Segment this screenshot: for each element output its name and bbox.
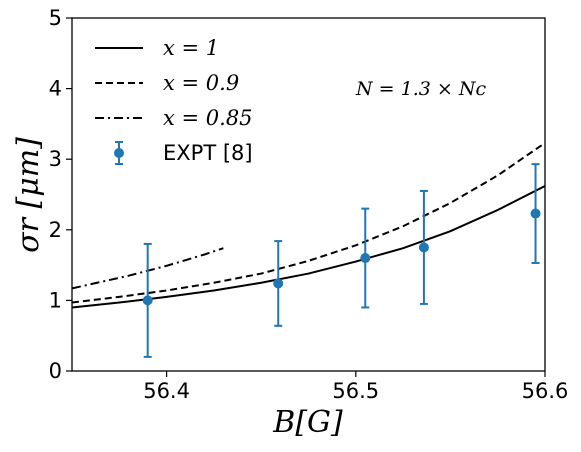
x-axis-label: B[G] xyxy=(272,405,343,440)
y-axis-label: σr [μm] xyxy=(11,137,46,253)
x-ticks: 56.4 56.5 56.6 xyxy=(143,371,568,403)
data-point xyxy=(142,242,153,358)
data-point xyxy=(360,207,371,309)
data-point xyxy=(530,163,541,264)
legend-label: x = 0.9 xyxy=(163,71,239,95)
legend-label: x = 0.85 xyxy=(163,106,253,130)
data-marker xyxy=(142,295,153,306)
y-tick-label: 2 xyxy=(49,218,62,242)
y-ticks: 0 1 2 3 4 5 xyxy=(49,6,72,383)
x-tick-label: 56.4 xyxy=(143,379,190,403)
x-tick-label: 56.6 xyxy=(522,379,569,403)
y-tick-label: 4 xyxy=(49,77,62,101)
y-tick-label: 5 xyxy=(49,6,62,30)
legend-item: EXPT [8] xyxy=(114,141,253,165)
data-marker xyxy=(530,208,541,219)
errorbar-layer xyxy=(142,163,541,358)
plot-frame xyxy=(71,17,546,372)
legend-item: x = 1 xyxy=(95,36,219,60)
legend-label: EXPT [8] xyxy=(163,141,253,165)
data-point xyxy=(273,240,284,327)
data-marker xyxy=(418,242,429,253)
legend: x = 1 x = 0.9 x = 0.85 EXPT [8] xyxy=(95,36,253,165)
data-marker xyxy=(273,278,284,289)
plot-area xyxy=(72,18,545,371)
legend-item: x = 0.85 xyxy=(95,106,253,130)
data-marker xyxy=(360,253,371,264)
legend-item: x = 0.9 xyxy=(95,71,239,95)
legend-label: x = 1 xyxy=(163,36,219,60)
y-tick-label: 1 xyxy=(49,288,62,312)
annotation: N = 1.3 × Nc xyxy=(355,78,486,100)
x-tick-label: 56.5 xyxy=(332,379,379,403)
y-tick-label: 0 xyxy=(49,359,62,383)
legend-marker xyxy=(114,148,124,158)
y-tick-label: 3 xyxy=(49,147,62,171)
data-point xyxy=(418,189,429,305)
series-line-1 xyxy=(71,142,546,304)
